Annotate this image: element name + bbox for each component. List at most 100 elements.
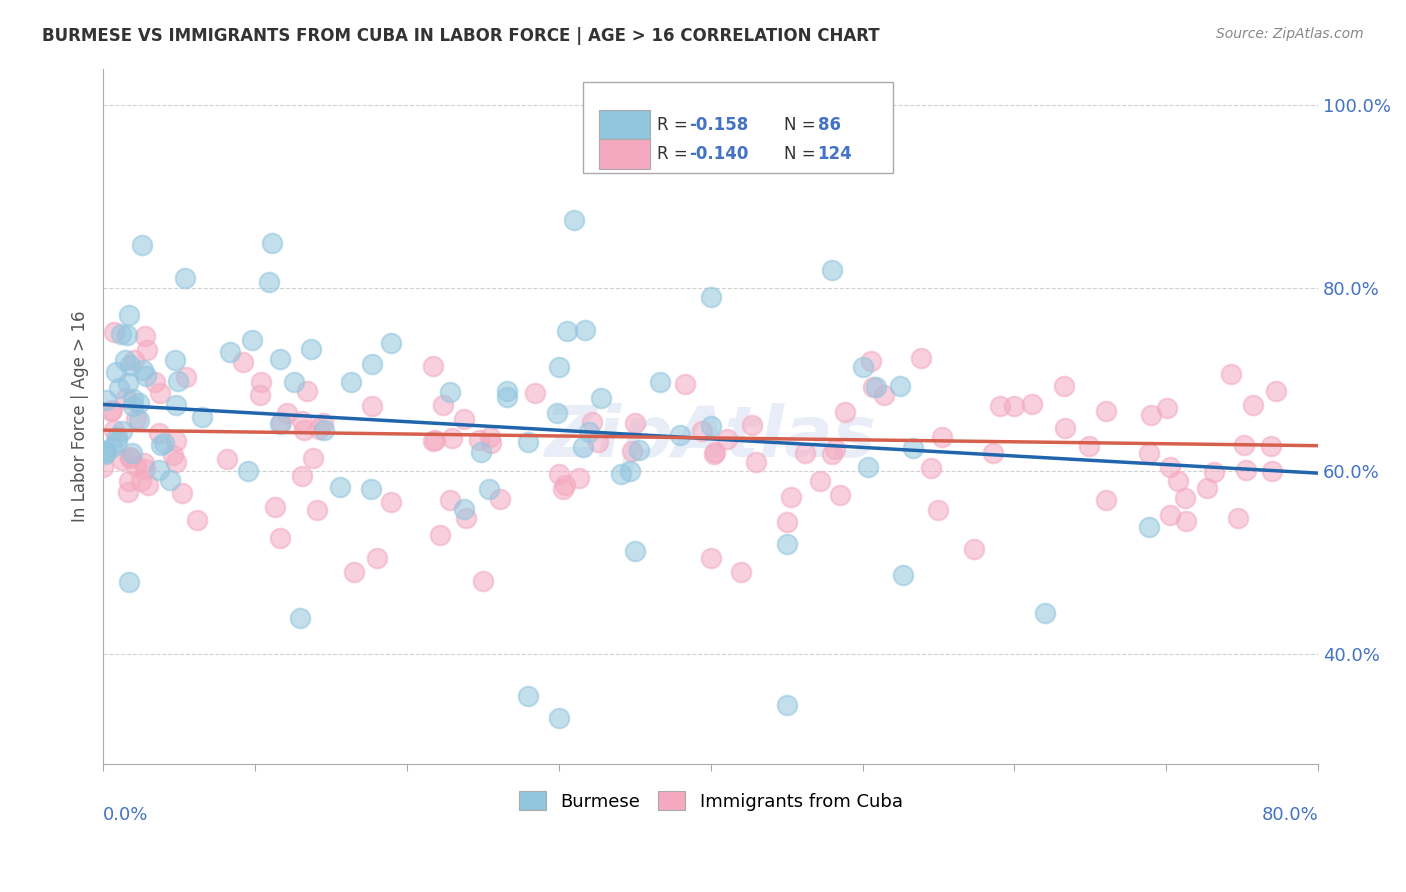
Burmese bbox=[128, 396, 150, 410]
Burmese bbox=[132, 363, 155, 377]
Immigrants from Cuba bbox=[215, 452, 238, 467]
Burmese bbox=[312, 423, 335, 437]
Immigrants from Cuba bbox=[673, 377, 696, 392]
Immigrants from Cuba bbox=[1137, 446, 1160, 460]
Immigrants from Cuba bbox=[981, 446, 1004, 460]
Burmese bbox=[260, 236, 283, 251]
Immigrants from Cuba bbox=[808, 474, 831, 488]
Immigrants from Cuba bbox=[129, 475, 152, 489]
Immigrants from Cuba bbox=[439, 492, 461, 507]
Immigrants from Cuba bbox=[125, 459, 148, 474]
Burmese bbox=[94, 392, 117, 407]
Immigrants from Cuba bbox=[699, 551, 721, 566]
Immigrants from Cuba bbox=[103, 325, 125, 339]
Immigrants from Cuba bbox=[232, 355, 254, 369]
Burmese bbox=[150, 437, 173, 451]
Immigrants from Cuba bbox=[118, 450, 141, 464]
Burmese bbox=[94, 447, 117, 461]
Burmese bbox=[269, 417, 291, 431]
Burmese bbox=[94, 445, 117, 459]
Burmese bbox=[699, 419, 721, 434]
Burmese bbox=[478, 483, 501, 497]
Burmese bbox=[699, 290, 721, 304]
Immigrants from Cuba bbox=[101, 403, 124, 417]
Burmese bbox=[1137, 519, 1160, 533]
Immigrants from Cuba bbox=[111, 453, 134, 467]
Immigrants from Cuba bbox=[862, 380, 884, 394]
Immigrants from Cuba bbox=[162, 448, 184, 462]
Burmese bbox=[191, 410, 214, 425]
Immigrants from Cuba bbox=[1002, 399, 1025, 413]
Immigrants from Cuba bbox=[524, 386, 547, 401]
Immigrants from Cuba bbox=[366, 551, 388, 566]
Immigrants from Cuba bbox=[1095, 403, 1118, 417]
Immigrants from Cuba bbox=[297, 384, 319, 398]
Burmese bbox=[269, 351, 291, 366]
Immigrants from Cuba bbox=[1234, 463, 1257, 477]
Immigrants from Cuba bbox=[118, 450, 141, 465]
Burmese bbox=[96, 444, 118, 458]
Burmese bbox=[889, 378, 911, 392]
Burmese bbox=[547, 711, 569, 725]
Immigrants from Cuba bbox=[1140, 408, 1163, 422]
Burmese bbox=[120, 359, 142, 373]
Immigrants from Cuba bbox=[479, 436, 502, 450]
Immigrants from Cuba bbox=[821, 447, 844, 461]
Burmese bbox=[105, 430, 128, 444]
Immigrants from Cuba bbox=[302, 451, 325, 466]
Burmese bbox=[865, 380, 887, 394]
Immigrants from Cuba bbox=[423, 433, 446, 447]
Immigrants from Cuba bbox=[988, 399, 1011, 413]
Immigrants from Cuba bbox=[136, 477, 159, 491]
Burmese bbox=[496, 384, 519, 398]
Immigrants from Cuba bbox=[1261, 464, 1284, 478]
Immigrants from Cuba bbox=[910, 351, 932, 366]
Immigrants from Cuba bbox=[165, 434, 187, 448]
Immigrants from Cuba bbox=[620, 443, 643, 458]
Burmese bbox=[163, 353, 186, 368]
Immigrants from Cuba bbox=[1021, 397, 1043, 411]
Burmese bbox=[159, 473, 181, 487]
Burmese bbox=[360, 482, 382, 496]
Immigrants from Cuba bbox=[122, 352, 145, 367]
Burmese bbox=[257, 275, 280, 289]
Burmese bbox=[610, 467, 633, 481]
Legend: Burmese, Immigrants from Cuba: Burmese, Immigrants from Cuba bbox=[512, 784, 910, 818]
Burmese bbox=[329, 480, 352, 494]
Immigrants from Cuba bbox=[1202, 465, 1225, 479]
Burmese bbox=[901, 442, 924, 456]
Immigrants from Cuba bbox=[775, 515, 797, 529]
Burmese bbox=[166, 374, 188, 388]
Burmese bbox=[546, 406, 568, 420]
Immigrants from Cuba bbox=[1195, 481, 1218, 495]
Burmese bbox=[496, 391, 519, 405]
Immigrants from Cuba bbox=[264, 500, 287, 514]
Burmese bbox=[105, 434, 128, 449]
Immigrants from Cuba bbox=[468, 433, 491, 447]
Immigrants from Cuba bbox=[927, 503, 949, 517]
Immigrants from Cuba bbox=[103, 423, 125, 437]
Immigrants from Cuba bbox=[1094, 492, 1116, 507]
FancyBboxPatch shape bbox=[599, 139, 650, 169]
Text: BURMESE VS IMMIGRANTS FROM CUBA IN LABOR FORCE | AGE > 16 CORRELATION CHART: BURMESE VS IMMIGRANTS FROM CUBA IN LABOR… bbox=[42, 27, 880, 45]
Y-axis label: In Labor Force | Age > 16: In Labor Force | Age > 16 bbox=[72, 310, 89, 522]
Text: Source: ZipAtlas.com: Source: ZipAtlas.com bbox=[1216, 27, 1364, 41]
Immigrants from Cuba bbox=[824, 442, 846, 457]
Text: N =: N = bbox=[783, 145, 821, 163]
Immigrants from Cuba bbox=[1226, 510, 1249, 524]
Burmese bbox=[135, 368, 157, 383]
Immigrants from Cuba bbox=[165, 455, 187, 469]
Burmese bbox=[856, 459, 879, 474]
Burmese bbox=[623, 544, 645, 558]
Text: -0.140: -0.140 bbox=[689, 145, 748, 163]
Immigrants from Cuba bbox=[716, 432, 738, 446]
Immigrants from Cuba bbox=[1174, 491, 1197, 505]
FancyBboxPatch shape bbox=[583, 82, 893, 173]
Burmese bbox=[628, 443, 651, 458]
Burmese bbox=[555, 325, 578, 339]
Immigrants from Cuba bbox=[479, 430, 502, 444]
Immigrants from Cuba bbox=[548, 467, 571, 482]
Immigrants from Cuba bbox=[149, 386, 172, 401]
Text: R =: R = bbox=[657, 116, 693, 134]
Immigrants from Cuba bbox=[730, 565, 752, 579]
